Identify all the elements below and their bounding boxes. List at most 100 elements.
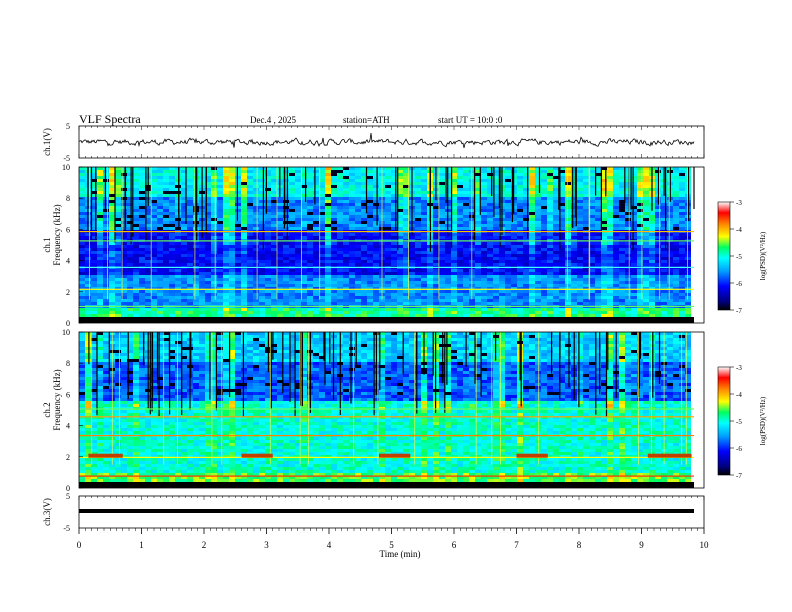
spec-cell (415, 254, 421, 257)
spec-cell (493, 248, 499, 251)
spec-cell (247, 308, 253, 311)
spec-cell (265, 215, 271, 218)
spec-cell (523, 233, 529, 236)
spec-cell (451, 224, 457, 227)
spec-cell (607, 260, 613, 263)
spec-cell (607, 227, 613, 230)
spec-cell (121, 260, 127, 263)
spec-cell (391, 299, 397, 302)
spec-cell (529, 209, 535, 212)
spec-cell (121, 224, 127, 227)
spec-cell (349, 290, 355, 293)
spec-cell (517, 218, 523, 221)
spec-cell (175, 203, 181, 206)
spec-cell (349, 257, 355, 260)
spec-cell (631, 209, 637, 212)
spec-cell (577, 275, 583, 278)
spec-cell (229, 290, 235, 293)
spec-cell (289, 221, 295, 224)
spec-cell (253, 257, 259, 260)
spec-cell (223, 296, 229, 299)
spec-cell (625, 251, 631, 254)
spec-cell (235, 308, 241, 311)
spec-cell (97, 311, 103, 314)
spec-cell (133, 233, 139, 236)
spec-cell (649, 284, 655, 287)
spec-cell (175, 173, 181, 176)
spec-cell (559, 278, 565, 281)
spec-cell (97, 203, 103, 206)
spec-cell (97, 269, 103, 272)
spec-cell (493, 269, 499, 272)
spec-cell (565, 263, 571, 266)
spec-cell (553, 263, 559, 266)
spec-cell (127, 284, 133, 287)
spec-cell (325, 173, 331, 176)
spec-cell (271, 200, 277, 203)
spec-cell (343, 263, 349, 266)
spec-cell (79, 200, 85, 203)
spec-cell (595, 194, 601, 197)
spec-cell (265, 197, 271, 200)
spec-cell (649, 278, 655, 281)
spec-cell (343, 284, 349, 287)
spec-cell (589, 269, 595, 272)
spec-cell (397, 284, 403, 287)
spec-cell (259, 203, 265, 206)
spec-cell (655, 218, 661, 221)
spec-cell (163, 245, 169, 248)
spec-cell (349, 278, 355, 281)
spec-cell (541, 257, 547, 260)
spec-cell (115, 173, 121, 176)
spec-cell (385, 176, 391, 179)
spec-cell (439, 212, 445, 215)
spec-cell (301, 176, 307, 179)
spec-cell (571, 275, 577, 278)
spec-cell (307, 248, 313, 251)
spec-cell (235, 296, 241, 299)
spec-cell (121, 203, 127, 206)
spec-cell (103, 242, 109, 245)
spec-cell (661, 269, 667, 272)
spec-cell (349, 179, 355, 182)
spec-cell (493, 215, 499, 218)
spec-cell (313, 218, 319, 221)
spec-cell (613, 296, 619, 299)
spec-cell (211, 245, 217, 248)
spec-cell (91, 251, 97, 254)
spec-cell (241, 299, 247, 302)
spec-cell (463, 188, 469, 191)
spec-cell (133, 281, 139, 284)
spec-cell (205, 188, 211, 191)
spec-cell (589, 176, 595, 179)
spec-cell (493, 173, 499, 176)
spec-cell (331, 311, 337, 314)
spec-cell (385, 182, 391, 185)
spec-cell (319, 200, 325, 203)
spec-cell (505, 233, 511, 236)
spec-cell (673, 275, 679, 278)
spec-cell (391, 209, 397, 212)
spec-cell (115, 311, 121, 314)
spec-cell (649, 215, 655, 218)
spec-cell (487, 179, 493, 182)
spec-cell (289, 272, 295, 275)
spec-cell (163, 197, 169, 200)
spec-cell (421, 302, 427, 305)
spec-cell (301, 218, 307, 221)
spec-cell (631, 254, 637, 257)
spec-cell (625, 284, 631, 287)
spec-cell (163, 176, 169, 179)
spec-cell (139, 308, 145, 311)
spec-cell (475, 191, 481, 194)
spec-cell (217, 173, 223, 176)
spec-cell (349, 242, 355, 245)
spec-cell (427, 254, 433, 257)
spec-cell (661, 233, 667, 236)
spec-cell (79, 269, 85, 272)
spec-cell (637, 200, 643, 203)
spec-cell (91, 269, 97, 272)
spec-cell (385, 251, 391, 254)
spec-cell (619, 311, 625, 314)
spec-cell (595, 272, 601, 275)
